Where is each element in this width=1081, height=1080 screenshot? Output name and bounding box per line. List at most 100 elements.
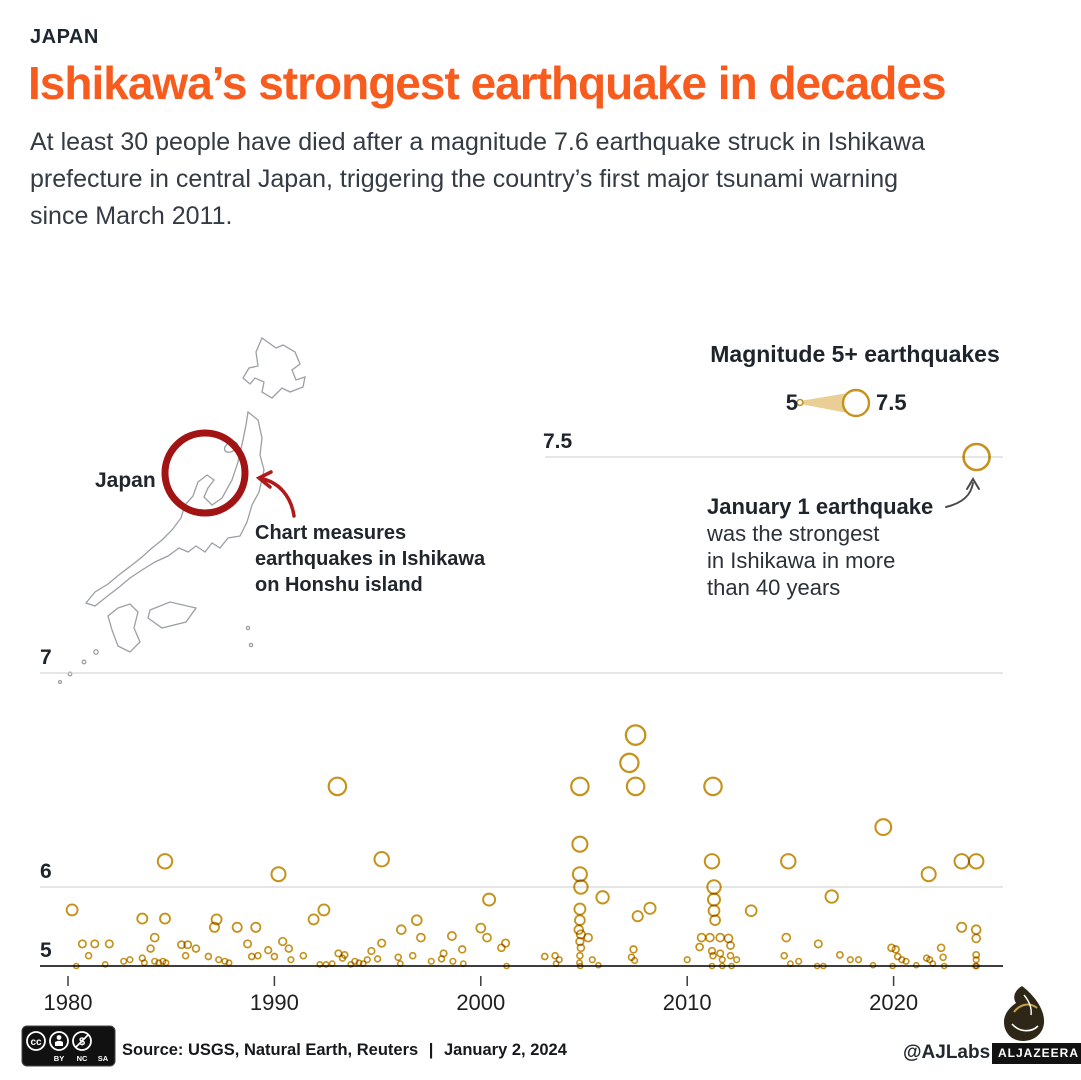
- earthquake-point: [781, 932, 792, 943]
- earthquake-point: [177, 940, 186, 950]
- earthquake-point: [887, 943, 896, 953]
- earthquake-point: [571, 835, 589, 853]
- y-axis-label-5: 5: [40, 939, 52, 962]
- cc-icon: [26, 1031, 46, 1051]
- legend-cone: [803, 393, 845, 413]
- y-axis-label-6: 6: [40, 860, 52, 883]
- earthquake-point: [247, 952, 256, 961]
- earthquake-point: [396, 960, 404, 968]
- earthquake-point: [716, 949, 725, 958]
- intro-paragraph: At least 30 people have died after a mag…: [30, 124, 925, 235]
- earthquake-point: [912, 961, 920, 969]
- x-axis-label-2000: 2000: [456, 990, 506, 1015]
- earthquake-point: [574, 914, 586, 927]
- social-handle: @AJLabs: [903, 1042, 991, 1063]
- earthquake-point: [410, 914, 423, 927]
- earthquake-point: [373, 955, 382, 963]
- earthquake-point: [278, 936, 288, 947]
- earthquake-point: [576, 962, 584, 970]
- earthquake-point: [208, 921, 220, 933]
- earthquake-point: [715, 932, 726, 943]
- y-axis-label-7.5: 7.5: [543, 430, 573, 453]
- aljazeera-logo: [1004, 986, 1045, 1041]
- intro-line: prefecture in central Japan, triggering …: [30, 165, 899, 193]
- earthquake-point: [595, 890, 610, 905]
- earthquake-point: [708, 962, 716, 970]
- earthquake-point: [813, 939, 823, 949]
- country-label: Japan: [95, 469, 156, 492]
- earthquake-point: [707, 892, 721, 907]
- legend-min-dot: [796, 398, 804, 407]
- earthquake-point: [359, 960, 367, 968]
- source-text: Source: USGS, Natural Earth, Reuters: [122, 1041, 419, 1059]
- earthquake-point: [576, 951, 584, 960]
- earthquake-point: [316, 960, 324, 968]
- source-date: January 2, 2024: [443, 1041, 567, 1059]
- legend-title: Magnitude 5+ earthquakes: [710, 341, 1000, 367]
- earthquake-point: [707, 904, 721, 918]
- earthquake-point: [104, 939, 114, 949]
- earthquake-point: [264, 946, 273, 955]
- earthquake-point: [503, 962, 510, 970]
- cc-sa-label: SA: [98, 1054, 109, 1063]
- earthquake-point: [146, 944, 155, 953]
- earthquake-point: [373, 850, 390, 868]
- earthquake-point: [920, 866, 937, 883]
- source-separator: |: [428, 1041, 434, 1059]
- chart-axis-ticks: [67, 976, 895, 986]
- earthquake-point: [695, 942, 704, 952]
- earthquake-point: [250, 921, 262, 933]
- earthquake-point: [869, 961, 877, 969]
- earthquake-point: [482, 892, 497, 907]
- kicker: JAPAN: [30, 26, 99, 48]
- x-axis-label-1990: 1990: [249, 990, 299, 1015]
- earthquake-point: [824, 889, 839, 904]
- earthquake-point: [204, 952, 213, 961]
- earthquake-point: [221, 957, 229, 965]
- earthquake-point: [322, 960, 330, 968]
- earthquake-point: [555, 956, 563, 964]
- earthquake-point: [780, 951, 789, 960]
- earthquake-point: [408, 951, 417, 960]
- earthquake-point: [225, 959, 233, 967]
- earthquake-point: [898, 956, 906, 964]
- january-1-earthquake-point: [962, 442, 991, 472]
- svg-text:cc: cc: [30, 1037, 42, 1048]
- cc-nc-icon: [72, 1031, 92, 1051]
- earthquake-point: [970, 924, 982, 935]
- earthquake-point: [973, 962, 980, 970]
- earthquake-point: [967, 853, 985, 870]
- earthquake-point: [243, 939, 253, 949]
- legend-max-label: 7.5: [876, 390, 907, 415]
- earthquake-point: [874, 818, 893, 837]
- earthquake-point: [709, 951, 717, 960]
- earthquake-point: [501, 938, 511, 948]
- earthquake-point: [475, 922, 487, 934]
- earthquake-point: [780, 853, 797, 870]
- earthquake-point: [416, 932, 426, 943]
- cc-license-badge: cc $ BY NC SA: [21, 843, 116, 1067]
- earthquake-point: [482, 932, 492, 943]
- cc-by-label: BY: [54, 1054, 64, 1063]
- island-dot: [248, 642, 254, 648]
- earthquake-point: [573, 879, 589, 895]
- earthquake-point: [351, 957, 359, 965]
- january-earthquake-callout: January 1 earthquake was the strongest i…: [707, 494, 934, 600]
- earthquake-point: [183, 940, 193, 950]
- earthquake-point: [939, 953, 947, 962]
- earthquake-point: [449, 957, 457, 965]
- earthquake-point: [619, 752, 640, 774]
- cc-nc-label: NC: [77, 1054, 88, 1063]
- earthquake-point: [971, 933, 982, 944]
- earthquake-point: [573, 902, 587, 916]
- earthquake-point: [972, 950, 981, 959]
- earthquake-point: [936, 943, 946, 953]
- earthquake-point: [307, 913, 320, 926]
- earthquake-point: [363, 956, 371, 964]
- earthquake-point: [73, 962, 80, 970]
- earthquake-point: [159, 912, 171, 925]
- cc-sa-arrow: [83, 843, 96, 855]
- earthquake-point: [703, 776, 723, 797]
- earthquake-point: [813, 962, 821, 970]
